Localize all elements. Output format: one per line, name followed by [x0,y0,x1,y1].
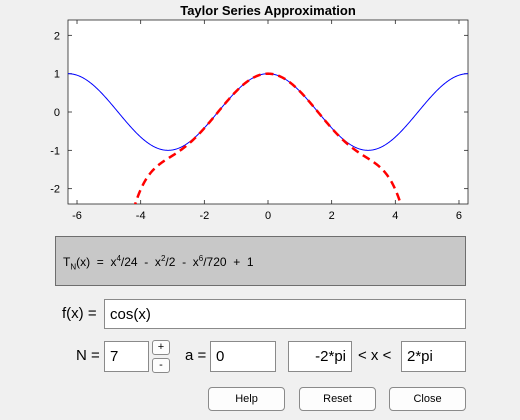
formula-term-2: /24 - x [120,255,161,269]
formula-display: TN(x) = x4/24 - x2/2 - x6/720 + 1 [55,236,466,286]
formula-term-3: /2 - x [165,255,199,269]
decrement-button[interactable]: - [152,358,170,373]
formula-sub: N [70,262,77,272]
order-input[interactable]: 7 [104,341,149,372]
chart-title: Taylor Series Approximation [180,3,356,18]
taylor-approx-line [133,72,403,204]
function-input[interactable]: cos(x) [104,299,466,329]
fx-label: f(x) = [62,305,97,322]
x-tick-label: 2 [329,210,335,222]
x-tick-label: -4 [136,210,146,222]
n-label: N = [76,347,100,364]
formula-exp-3: 6 [198,254,204,263]
formula-term-1: (x) = x [76,255,117,269]
range-separator: < x < [358,347,392,364]
formula-exp-1: 4 [116,254,121,263]
plot-area [67,19,469,205]
y-tick-label: 0 [54,107,60,119]
increment-button[interactable]: + [152,340,170,355]
formula-prefix: T [63,255,71,269]
x-min-input[interactable]: -2*pi [288,341,352,372]
reset-button[interactable]: Reset [299,387,376,411]
x-max-input[interactable]: 2*pi [401,341,466,372]
y-tick-label: 1 [54,69,60,81]
taylor-plot: Taylor Series Approximation -6 -4 -2 0 2 4 6 -2… [50,3,469,222]
taylor-formula: TN(x) = x4/24 - x2/2 - x6/720 + 1 [63,254,254,271]
formula-term-4: /720 + 1 [203,255,254,269]
help-button[interactable]: Help [208,387,285,411]
x-tick-label: -2 [199,210,209,222]
x-tick-label: 0 [265,210,271,222]
y-tick-label: -1 [50,145,60,157]
formula-exp-2: 2 [160,254,166,263]
center-input[interactable]: 0 [210,341,276,372]
x-tick-label: 6 [456,210,462,222]
x-tick-label: -6 [72,210,82,222]
close-button[interactable]: Close [389,387,466,411]
x-tick-label: 4 [392,210,398,222]
y-tick-label: 2 [54,30,60,42]
a-label: a = [185,347,207,364]
y-tick-label: -2 [50,184,60,196]
